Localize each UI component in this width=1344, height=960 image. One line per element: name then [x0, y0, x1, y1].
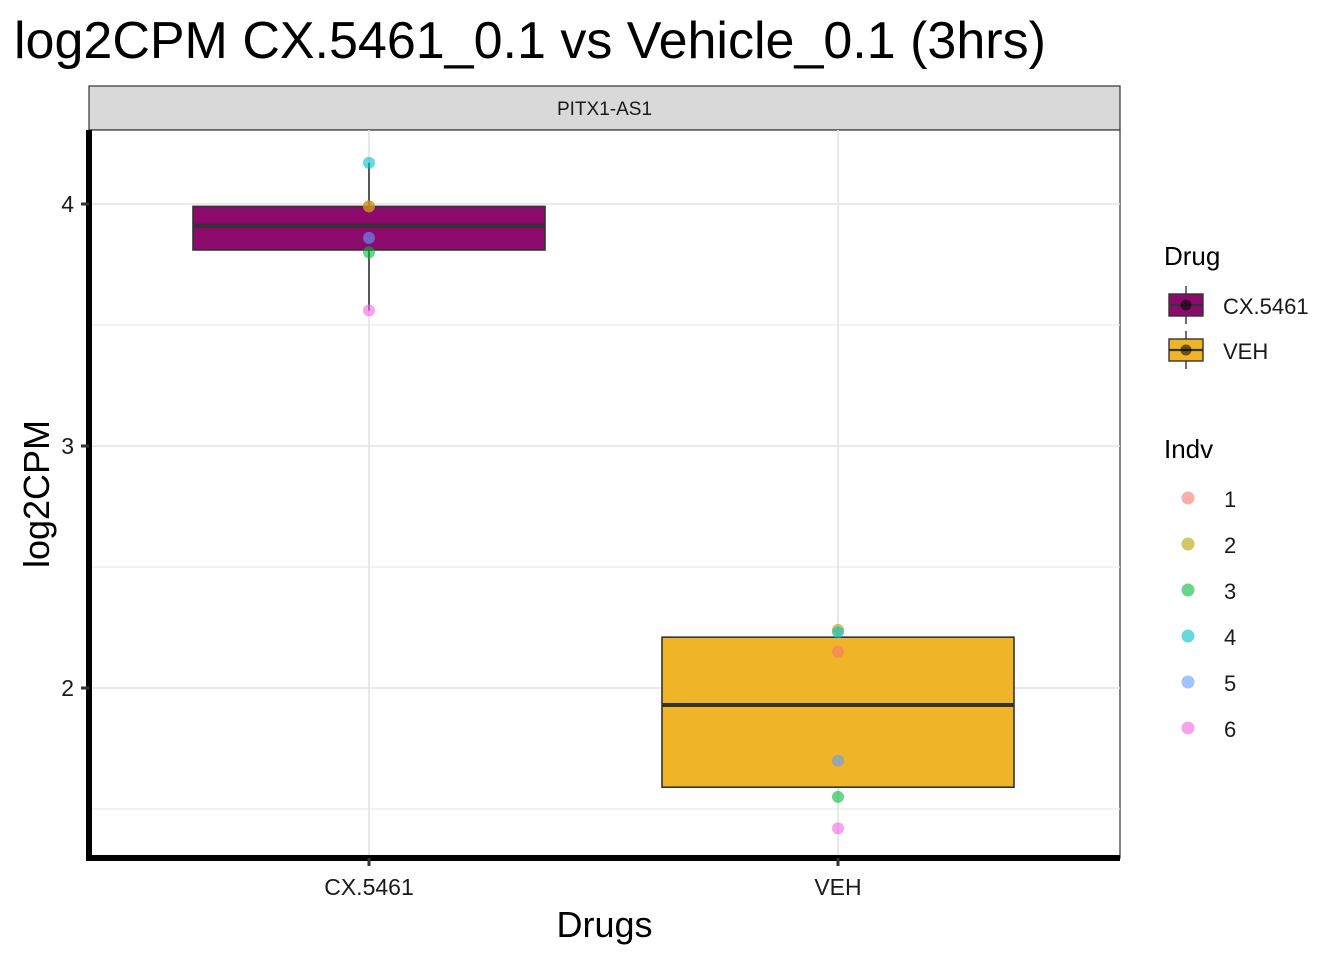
legend-indv-dot	[1181, 721, 1195, 735]
chart-title: log2CPM CX.5461_0.1 vs Vehicle_0.1 (3hrs…	[14, 12, 1046, 70]
point-indv-6	[832, 822, 844, 835]
legend-indv-dot	[1181, 491, 1195, 505]
legend-indv-dot	[1181, 629, 1195, 643]
point-indv-3	[832, 790, 844, 803]
legend-indv-label: 2	[1224, 533, 1236, 558]
x-tick-label: VEH	[814, 874, 861, 900]
y-tick-label: 2	[61, 675, 74, 701]
y-axis-label: log2CPM	[16, 420, 57, 568]
legend-drug-item: VEH	[1168, 331, 1268, 369]
point-indv-5	[363, 231, 375, 244]
legend-indv-item: 3	[1181, 579, 1236, 604]
point-indv-1	[832, 645, 844, 658]
legend-key-point	[1180, 344, 1192, 356]
legend-drug-label: CX.5461	[1223, 294, 1309, 319]
legend-indv-title: Indv	[1164, 434, 1213, 464]
legend-indv-dot	[1181, 675, 1195, 689]
legend-key-point	[1180, 299, 1192, 311]
legend-indv-dot	[1181, 537, 1195, 551]
facet-label: PITX1-AS1	[557, 99, 652, 120]
point-indv-4	[363, 156, 375, 169]
facet-strip	[88, 85, 1121, 131]
legend-drug-item: CX.5461	[1168, 286, 1309, 324]
legend-indv-item: 2	[1181, 533, 1236, 558]
y-tick-label: 4	[61, 191, 74, 217]
legend-indv-item: 5	[1181, 671, 1236, 696]
legend-drug-title: Drug	[1164, 241, 1220, 271]
legend-drug-label: VEH	[1223, 339, 1268, 364]
legend-drug: Drug CX.5461 VEH	[1164, 241, 1309, 369]
legend-indv-label: 4	[1224, 625, 1236, 650]
x-axis-label: Drugs	[556, 904, 652, 945]
point-indv-3	[363, 246, 375, 259]
point-indv-5	[832, 754, 844, 767]
legend-indv-item: 1	[1181, 487, 1236, 512]
legend-indv-label: 3	[1224, 579, 1236, 604]
box-veh	[661, 636, 1015, 789]
point-indv-6	[363, 304, 375, 317]
legend-indv-item: 6	[1181, 717, 1236, 742]
legend-indv-label: 5	[1224, 671, 1236, 696]
legend-indv: Indv 1 2 3 4 5 6	[1164, 434, 1236, 742]
legend-indv-dot	[1181, 583, 1195, 597]
y-ticks: 2 3 4	[61, 191, 89, 701]
point-layer	[363, 156, 844, 835]
legend-indv-label: 1	[1224, 487, 1236, 512]
x-ticks: CX.5461 VEH	[324, 858, 862, 900]
legend-indv-label: 6	[1224, 717, 1236, 742]
point-indv-4	[832, 626, 844, 639]
point-indv-2	[363, 200, 375, 213]
x-tick-label: CX.5461	[324, 874, 414, 900]
legend-indv-item: 4	[1181, 625, 1236, 650]
y-tick-label: 3	[61, 433, 74, 459]
